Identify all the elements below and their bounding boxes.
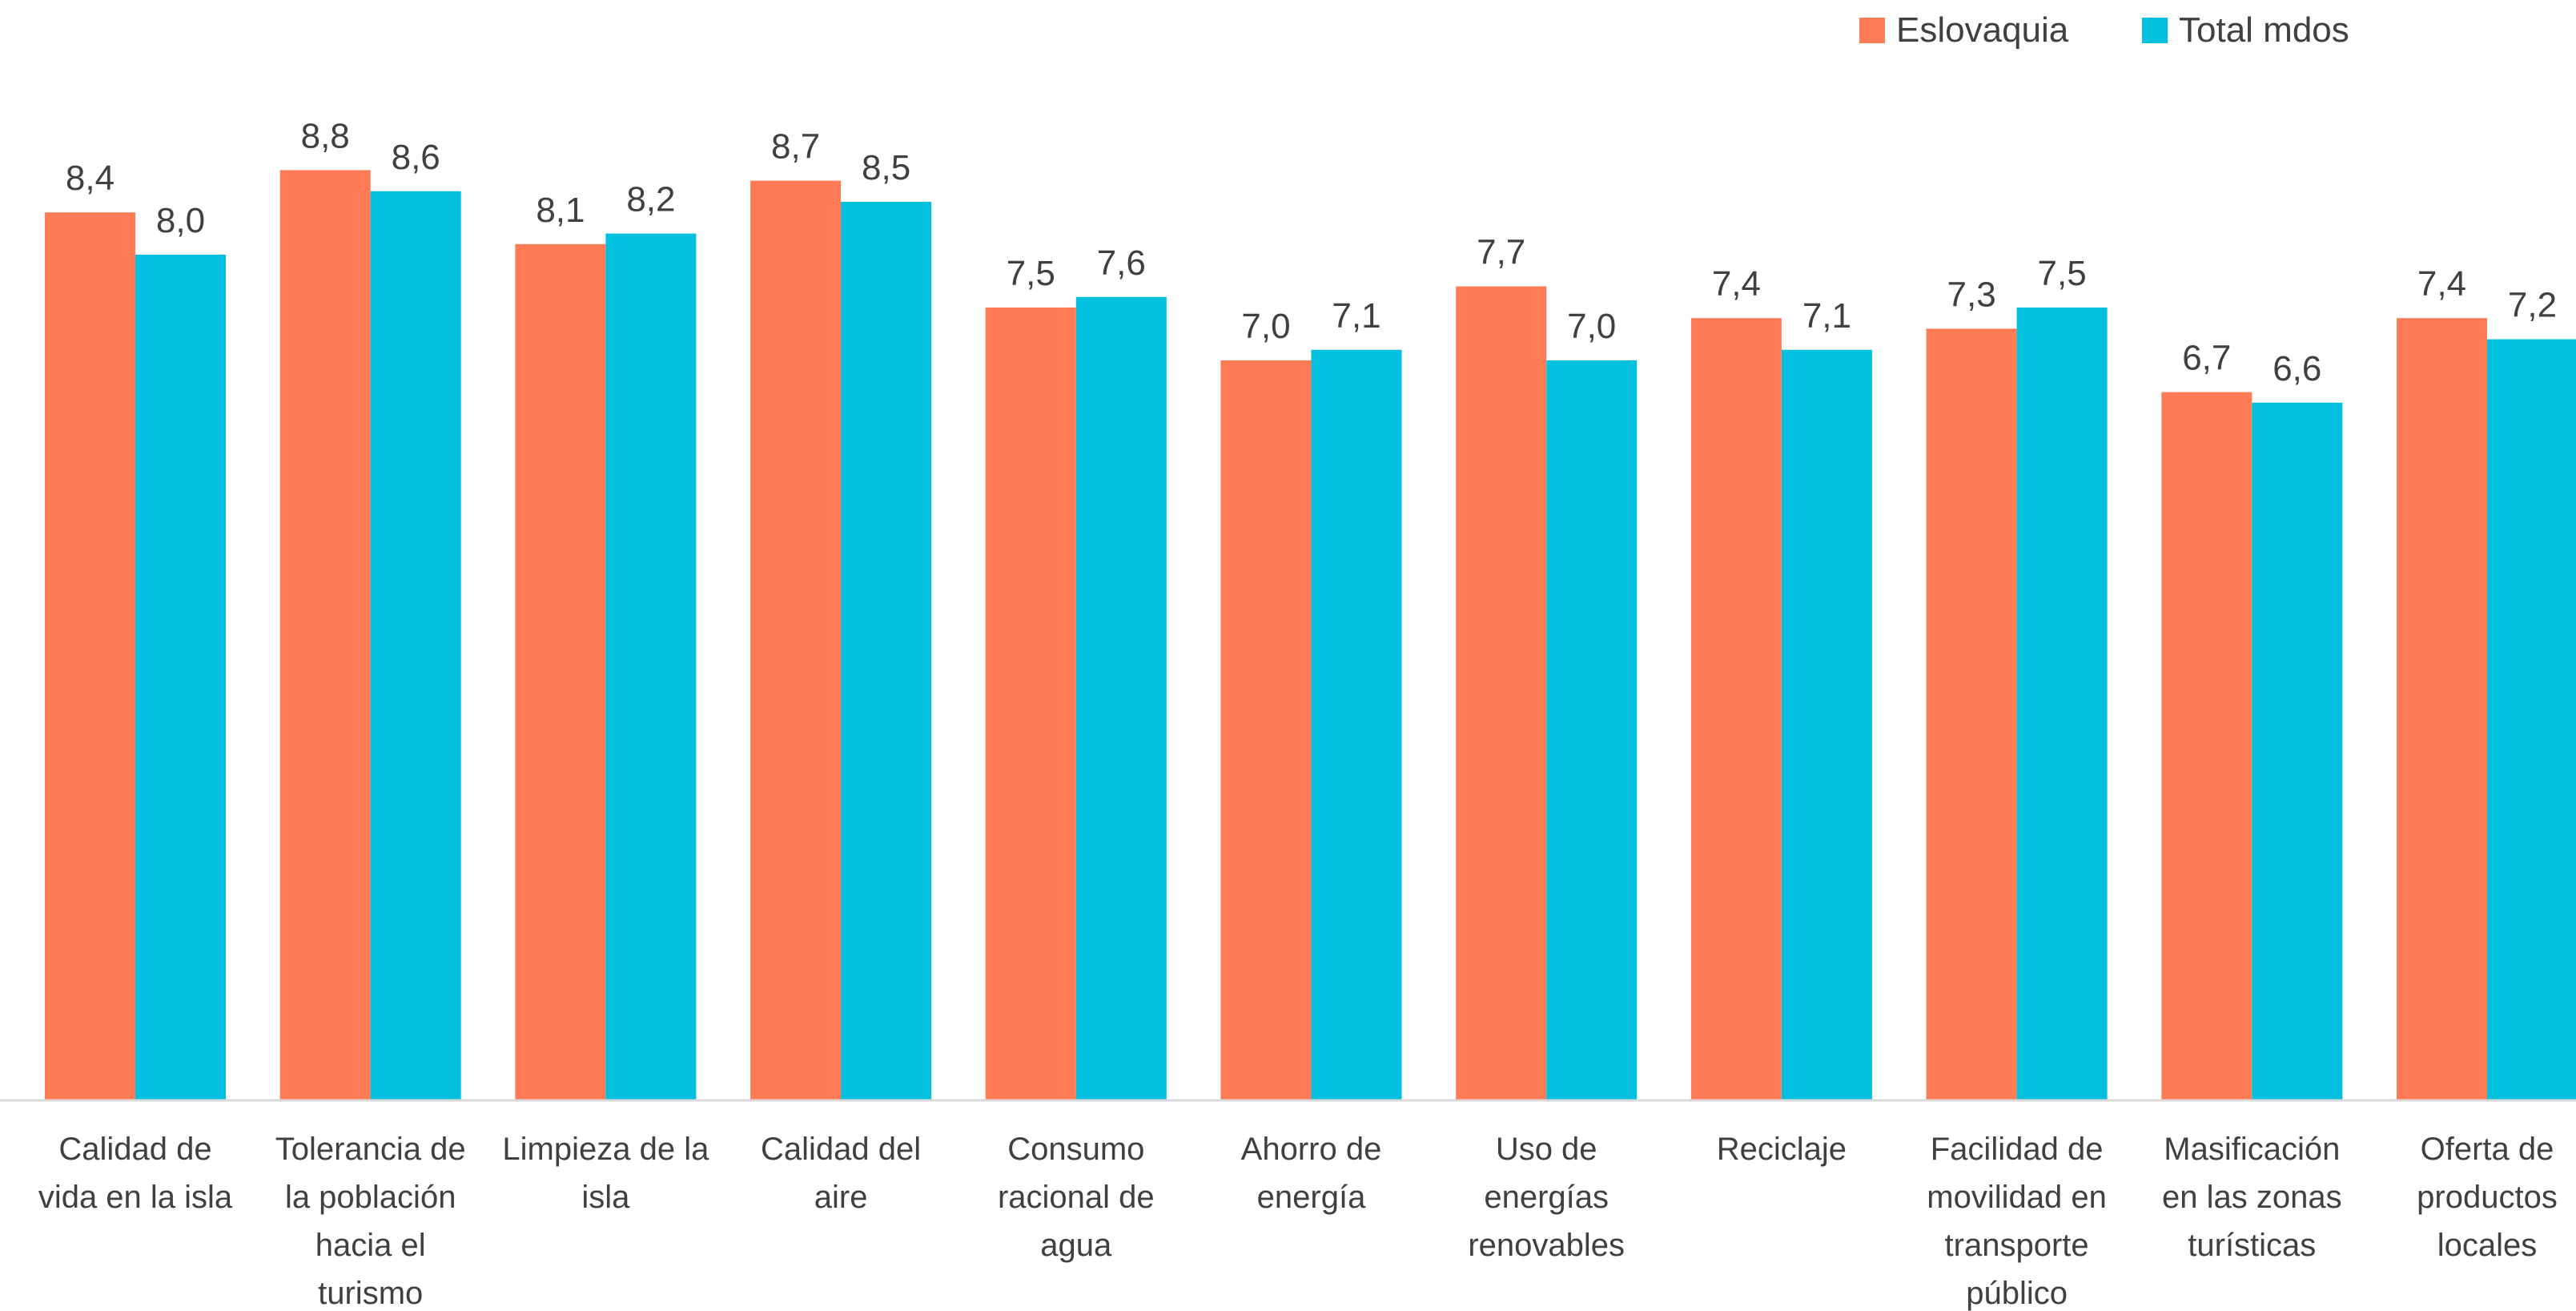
bar-eslovaquia-11 [2397, 318, 2487, 1100]
category-label-line: Limpieza de la [502, 1132, 709, 1167]
bar-total-mdos-4 [841, 202, 932, 1100]
bar-total-mdos-9 [2016, 308, 2108, 1100]
legend-label-eslovaquia: Eslovaquia [1896, 10, 2069, 50]
bar-eslovaquia-7 [1456, 286, 1547, 1101]
data-label-total-mdos-11: 7,2 [2508, 286, 2557, 325]
category-label-7: Uso de energías renovables [1468, 1132, 1625, 1263]
value-labels-group: 8,4 8,8 8,1 8,7 7,5 7,0 7,7 7,4 7,3 6,7 7,4 8,0 8,6 8… [66, 116, 2557, 388]
data-label-eslovaquia-2: 8,8 [301, 116, 350, 155]
category-label-line: Facilidad de [1931, 1132, 2104, 1167]
legend-swatch-eslovaquia [1859, 18, 1885, 43]
bar-eslovaquia-9 [1926, 328, 2017, 1100]
category-label-line: renovables [1468, 1228, 1625, 1263]
category-label-line: Reciclaje [1717, 1132, 1847, 1167]
category-label-line: Calidad del [761, 1132, 921, 1167]
data-label-eslovaquia-11: 7,4 [2417, 264, 2466, 304]
data-label-total-mdos-7: 7,0 [1567, 307, 1616, 346]
category-label-line: Tolerancia de [275, 1132, 466, 1167]
data-label-eslovaquia-10: 6,7 [2182, 339, 2231, 378]
data-label-eslovaquia-9: 7,3 [1947, 275, 1996, 314]
data-label-total-mdos-8: 7,1 [1802, 296, 1851, 336]
bar-total-mdos-2 [370, 191, 461, 1100]
bar-eslovaquia-5 [985, 308, 1076, 1100]
data-label-eslovaquia-1: 8,4 [66, 159, 115, 198]
category-label-line: la población [285, 1180, 456, 1215]
category-label-line: agua [1040, 1228, 1112, 1263]
category-label-1: Calidad de vida en la isla [38, 1132, 233, 1215]
category-label-line: racional de [998, 1180, 1155, 1215]
category-label-line: Calidad de [58, 1132, 211, 1167]
category-label-line: transporte [1945, 1228, 2089, 1263]
bar-eslovaquia-6 [1220, 360, 1312, 1100]
category-label-line: energía [1257, 1180, 1366, 1215]
bar-total-mdos-10 [2252, 402, 2343, 1100]
data-label-total-mdos-6: 7,1 [1332, 296, 1380, 336]
category-label-9: Facilidad de movilidad en transporte públic… [1927, 1132, 2107, 1311]
bar-eslovaquia-4 [750, 180, 842, 1101]
legend: Eslovaquia Total mdos [1859, 10, 2349, 50]
category-label-line: movilidad en [1927, 1180, 2107, 1215]
legend-label-total-mdos: Total mdos [2179, 10, 2349, 50]
data-label-total-mdos-5: 7,6 [1097, 243, 1146, 283]
data-label-eslovaquia-6: 7,0 [1241, 307, 1290, 346]
category-label-6: Ahorro de energía [1241, 1132, 1382, 1215]
legend-swatch-total-mdos [2142, 18, 2168, 43]
category-label-10: Masificación en las zonas turísticas [2162, 1132, 2342, 1263]
category-label-line: turísticas [2188, 1228, 2316, 1263]
data-label-total-mdos-1: 8,0 [156, 201, 205, 240]
category-label-2: Tolerancia de la población hacia el turismo [275, 1132, 466, 1311]
bar-total-mdos-11 [2487, 339, 2576, 1101]
data-label-eslovaquia-4: 8,7 [771, 127, 820, 167]
bar-total-mdos-3 [605, 233, 697, 1101]
category-label-line: público [1966, 1276, 2068, 1311]
category-label-line: productos [2417, 1180, 2558, 1215]
data-label-eslovaquia-5: 7,5 [1007, 254, 1055, 293]
bar-eslovaquia-2 [279, 170, 371, 1100]
data-label-total-mdos-2: 8,6 [392, 138, 440, 177]
bars-group [45, 170, 2576, 1101]
category-label-8: Reciclaje [1717, 1132, 1847, 1167]
category-label-line: energías [1484, 1180, 1609, 1215]
category-label-line: Ahorro de [1241, 1132, 1382, 1167]
data-label-total-mdos-4: 8,5 [862, 148, 910, 187]
bar-total-mdos-1 [135, 255, 226, 1100]
bar-total-mdos-8 [1781, 349, 1872, 1100]
category-label-line: en las zonas [2162, 1180, 2342, 1215]
bar-total-mdos-7 [1546, 360, 1638, 1100]
data-label-total-mdos-9: 7,5 [2038, 254, 2087, 293]
data-label-eslovaquia-8: 7,4 [1712, 264, 1761, 304]
category-label-11: Oferta de productos locales [2417, 1132, 2558, 1263]
bar-eslovaquia-1 [45, 212, 135, 1101]
category-label-line: locales [2437, 1228, 2538, 1263]
bar-total-mdos-5 [1075, 296, 1167, 1100]
category-label-line: aire [814, 1180, 868, 1215]
category-label-line: Oferta de [2421, 1132, 2554, 1167]
category-label-line: vida en la isla [38, 1180, 233, 1215]
category-label-4: Calidad del aire [761, 1132, 921, 1215]
category-label-line: Masificación [2164, 1132, 2340, 1167]
category-label-line: isla [581, 1180, 630, 1215]
category-label-line: Uso de [1496, 1132, 1597, 1167]
data-label-total-mdos-3: 8,2 [626, 180, 675, 219]
bar-total-mdos-6 [1311, 349, 1402, 1100]
category-label-line: turismo [318, 1276, 423, 1311]
data-label-total-mdos-10: 6,6 [2273, 349, 2321, 388]
category-label-line: hacia el [315, 1228, 426, 1263]
bar-eslovaquia-8 [1690, 318, 1782, 1100]
data-label-eslovaquia-7: 7,7 [1477, 233, 1525, 272]
data-label-eslovaquia-3: 8,1 [536, 191, 585, 230]
bar-eslovaquia-3 [515, 243, 606, 1100]
category-labels-group: Calidad de vida en la isla Tolerancia de la… [38, 1132, 2558, 1311]
bar-eslovaquia-10 [2161, 392, 2252, 1101]
category-label-5: Consumo racional de agua [998, 1132, 1155, 1263]
category-label-line: Consumo [1007, 1132, 1144, 1167]
category-label-3: Limpieza de la isla [502, 1132, 709, 1215]
